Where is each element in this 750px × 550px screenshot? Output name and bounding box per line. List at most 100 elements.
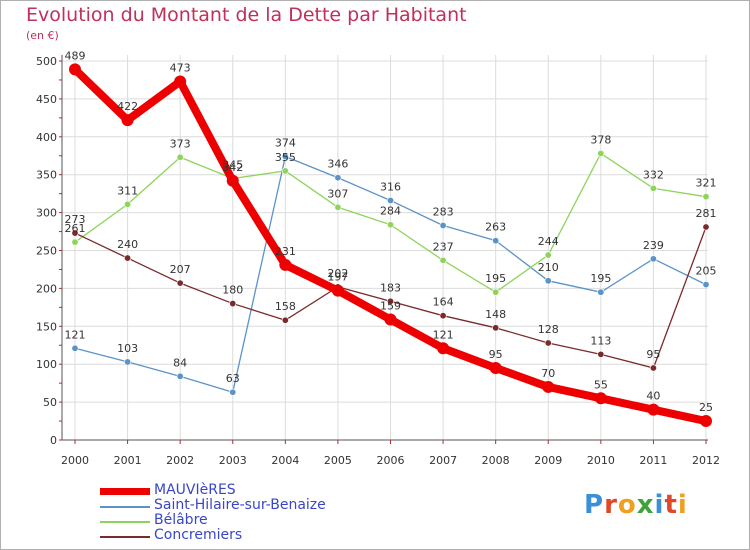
- data-label: 159: [380, 299, 401, 312]
- logo-letter: t: [664, 490, 678, 520]
- data-point: [544, 277, 552, 285]
- data-point: [542, 380, 555, 393]
- data-point: [229, 300, 237, 308]
- data-label: 346: [327, 158, 348, 171]
- data-label: 210: [538, 261, 559, 274]
- data-point: [124, 200, 132, 208]
- logo-letter: i: [654, 490, 665, 520]
- data-label: 195: [590, 272, 611, 285]
- logo-letter: x: [636, 490, 655, 520]
- data-label: 103: [117, 342, 138, 355]
- x-tick-label: 2005: [324, 454, 352, 467]
- logo-letter: i: [677, 490, 688, 520]
- x-tick-label: 2002: [166, 454, 194, 467]
- data-point: [597, 350, 605, 358]
- data-point: [386, 196, 394, 204]
- data-label: 342: [222, 161, 243, 174]
- y-tick-label: 100: [36, 358, 57, 371]
- data-point: [71, 238, 79, 246]
- x-tick-label: 2003: [219, 454, 247, 467]
- data-point: [649, 255, 657, 263]
- data-label: 273: [65, 213, 86, 226]
- y-tick-label: 50: [43, 396, 57, 409]
- plot-area: [62, 55, 708, 440]
- data-label: 128: [538, 323, 559, 336]
- data-label: 148: [485, 308, 506, 321]
- logo-letter: r: [604, 490, 618, 520]
- data-label: 121: [65, 328, 86, 341]
- data-label: 180: [222, 284, 243, 297]
- y-tick-label: 250: [36, 245, 57, 258]
- data-label: 40: [646, 390, 660, 403]
- data-point: [647, 403, 660, 416]
- data-point: [176, 372, 184, 380]
- data-point: [594, 392, 607, 405]
- data-point: [492, 288, 500, 296]
- data-point: [226, 174, 239, 187]
- data-point: [439, 221, 447, 229]
- data-point: [176, 153, 184, 161]
- y-tick-label: 0: [50, 434, 57, 447]
- x-tick-label: 2006: [377, 454, 405, 467]
- data-point: [649, 184, 657, 192]
- data-point: [71, 229, 79, 237]
- x-tick-label: 2001: [114, 454, 142, 467]
- data-point: [229, 388, 237, 396]
- data-point: [702, 223, 710, 231]
- data-label: 373: [170, 137, 191, 150]
- chart-title: Evolution du Montant de la Dette par Hab…: [26, 4, 467, 26]
- legend-label: Bélâbre: [154, 512, 208, 528]
- x-tick-label: 2007: [429, 454, 457, 467]
- data-point: [597, 288, 605, 296]
- data-point: [489, 361, 502, 374]
- data-point: [544, 339, 552, 347]
- data-label: 237: [433, 240, 454, 253]
- data-point: [331, 284, 344, 297]
- x-tick-label: 2009: [534, 454, 562, 467]
- y-tick-label: 500: [36, 55, 57, 68]
- data-label: 307: [327, 187, 348, 200]
- data-label: 284: [380, 205, 401, 218]
- data-point: [700, 415, 712, 428]
- data-label: 422: [117, 100, 138, 113]
- logo-letter: P: [584, 490, 605, 520]
- data-point: [702, 193, 710, 201]
- y-tick-label: 200: [36, 282, 57, 295]
- x-tick-label: 2010: [587, 454, 615, 467]
- data-label: 63: [226, 372, 240, 385]
- data-label: 183: [380, 281, 401, 294]
- data-label: 244: [538, 235, 559, 248]
- data-label: 158: [275, 300, 296, 313]
- data-label: 25: [699, 401, 713, 414]
- legend-swatch: [100, 536, 150, 538]
- data-label: 55: [594, 378, 608, 391]
- legend-swatch: [100, 521, 150, 523]
- data-point: [124, 254, 132, 262]
- data-label: 345: [222, 158, 243, 171]
- data-label: 207: [170, 263, 191, 276]
- y-tick-label: 450: [36, 93, 57, 106]
- legend-label: Concremiers: [154, 527, 243, 543]
- data-label: 240: [117, 238, 138, 251]
- data-label: 473: [170, 61, 191, 74]
- data-point: [121, 114, 134, 127]
- data-point: [439, 256, 447, 264]
- y-tick-label: 300: [36, 207, 57, 220]
- data-label: 378: [590, 133, 611, 146]
- x-tick-label: 2004: [271, 454, 299, 467]
- data-label: 355: [275, 151, 296, 164]
- data-label: 197: [327, 271, 348, 284]
- x-tick-label: 2000: [61, 454, 89, 467]
- y-tick-label: 350: [36, 169, 57, 182]
- data-point: [176, 279, 184, 287]
- y-tick-label: 150: [36, 320, 57, 333]
- data-point: [281, 153, 289, 161]
- data-point: [69, 63, 81, 76]
- legend-swatch: [100, 488, 150, 495]
- data-point: [281, 316, 289, 324]
- data-label: 311: [117, 184, 138, 197]
- proxiti-logo: Proxiti: [584, 490, 688, 520]
- data-label: 95: [489, 348, 503, 361]
- data-point: [492, 324, 500, 332]
